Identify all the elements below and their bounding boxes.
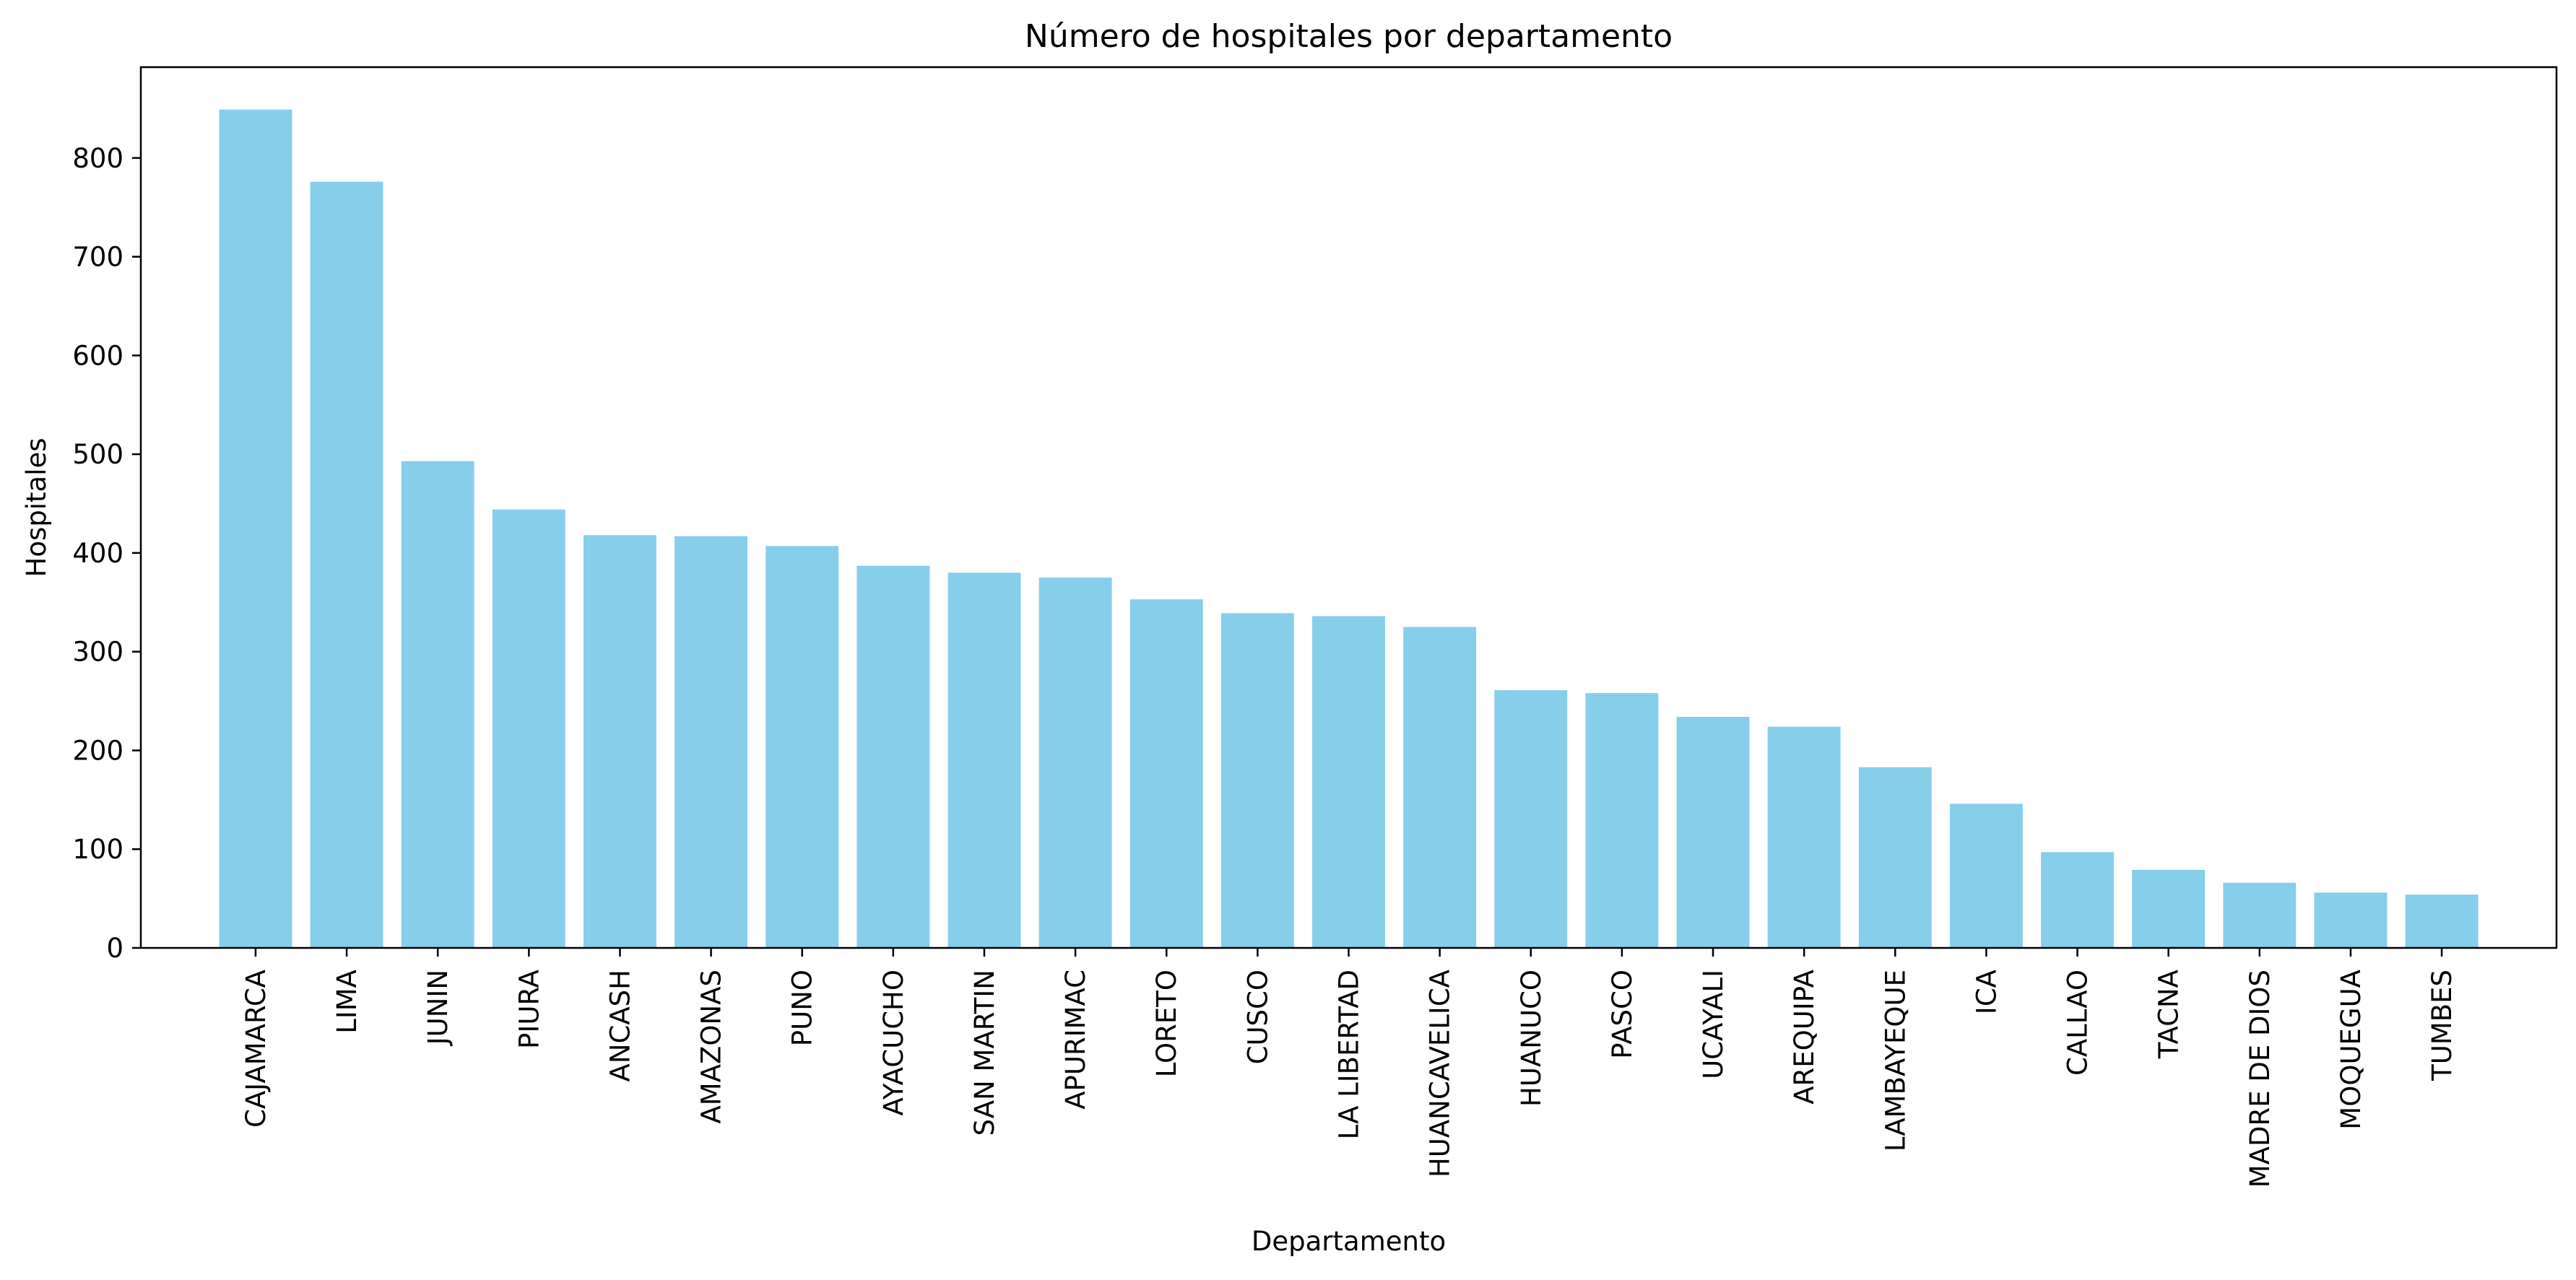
y-tick-label: 800 (72, 143, 123, 174)
x-tick-label: LORETO (1151, 970, 1182, 1077)
bar (2223, 882, 2297, 948)
bar (1585, 693, 1659, 948)
x-tick-label: AREQUIPA (1789, 970, 1820, 1105)
x-tick-label: CAJAMARCA (240, 970, 272, 1128)
x-tick-label: HUANUCO (1516, 970, 1547, 1107)
x-tick-label: CUSCO (1242, 970, 1273, 1064)
bar (2314, 892, 2388, 948)
bar (401, 461, 474, 948)
bar (583, 535, 656, 948)
y-tick-label: 0 (106, 933, 123, 964)
x-tick-label: JUNIN (422, 970, 454, 1046)
x-tick-label: MADRE DE DIOS (2245, 970, 2276, 1188)
x-tick-label: TUMBES (2427, 970, 2458, 1081)
bar (1767, 726, 1841, 948)
x-tick-label: PUNO (787, 970, 818, 1046)
x-axis-label: Departamento (1252, 1226, 1446, 1257)
x-tick-label: LAMBAYEQUE (1880, 970, 1911, 1151)
bar (675, 536, 748, 948)
bar (1129, 599, 1203, 948)
y-tick-label: 600 (72, 340, 123, 371)
x-tick-label: LA LIBERTAD (1334, 970, 1365, 1139)
bar (1676, 716, 1750, 948)
x-axis: CAJAMARCA LIMA JUNIN PIURA ANCASH AMAZONAS PUN… (240, 948, 2458, 1188)
x-tick-label: PASCO (1607, 970, 1638, 1059)
bar (2132, 869, 2206, 948)
x-tick-label: TACNA (2154, 970, 2185, 1059)
y-tick-label: 400 (72, 538, 123, 569)
x-tick-label: PIURA (513, 970, 545, 1049)
y-tick-label: 100 (72, 834, 123, 865)
y-tick-label: 700 (72, 242, 123, 273)
bar (1494, 690, 1568, 948)
bar (2405, 894, 2479, 948)
x-tick-label: MOQUEGUA (2336, 970, 2367, 1130)
plot-frame (139, 66, 2558, 949)
bar (1220, 613, 1294, 948)
chart-title: Número de hospitales por departamento (1025, 18, 1673, 55)
x-tick-label: ANCASH (604, 970, 636, 1081)
y-tick-label: 300 (72, 637, 123, 668)
bar (857, 565, 930, 948)
bar (492, 509, 565, 948)
bar (219, 109, 292, 949)
y-tick-label: 500 (72, 439, 123, 470)
x-tick-label: ICA (1971, 970, 2002, 1014)
x-tick-label: AMAZONAS (696, 970, 727, 1124)
y-axis: 0 100 200 300 400 500 600 700 800 (72, 143, 141, 964)
bar (310, 181, 383, 949)
bar (1858, 767, 1932, 948)
bar (947, 572, 1021, 948)
bar (1949, 804, 2023, 948)
bar (1312, 616, 1385, 948)
x-tick-label: LIMA (331, 970, 363, 1034)
x-tick-label: AYACUCHO (878, 970, 909, 1116)
x-tick-label: SAN MARTIN (969, 970, 1000, 1136)
bar (1038, 578, 1112, 948)
x-tick-label: APURIMAC (1060, 970, 1091, 1110)
y-axis-label: Hospitales (21, 437, 52, 577)
x-tick-label: CALLAO (2063, 970, 2094, 1076)
bar (2041, 852, 2115, 948)
bar (766, 546, 839, 948)
bars-layer (219, 109, 2479, 949)
y-tick-label: 200 (72, 735, 123, 766)
x-tick-label: HUANCAVELICA (1425, 970, 1456, 1177)
x-tick-label: UCAYALI (1698, 970, 1729, 1079)
bar (1403, 627, 1477, 948)
